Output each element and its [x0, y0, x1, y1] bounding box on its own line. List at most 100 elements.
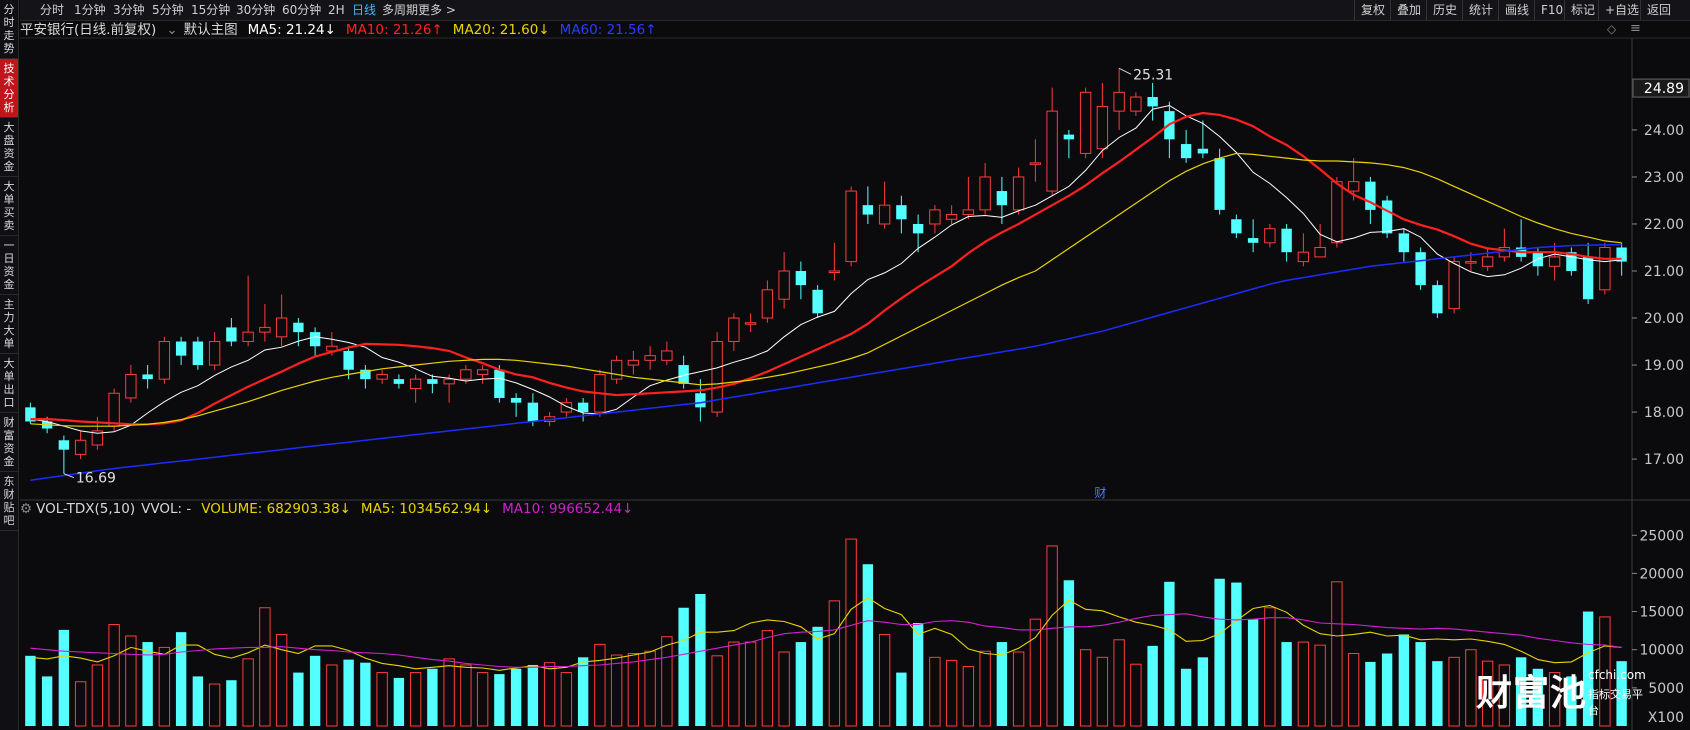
tool-5[interactable]: F10 [1534, 0, 1569, 20]
vol-bar-61 [1046, 545, 1058, 727]
candle-body-73 [1247, 238, 1259, 243]
tab-3[interactable]: 5分钟 [152, 3, 184, 17]
candle-body-56 [962, 209, 975, 216]
candle-body-69 [1180, 144, 1192, 159]
tab-1[interactable]: 1分钟 [74, 3, 106, 17]
candle-body-72 [1231, 219, 1242, 234]
vol-bar-53 [912, 623, 924, 726]
vol-bar-73 [1247, 619, 1259, 726]
tab-8[interactable]: 日线 [352, 3, 377, 17]
candle-body-71 [1214, 158, 1225, 210]
ma-line-ma20 [30, 152, 1622, 427]
candle-body-48 [828, 270, 841, 273]
vol-bar-62 [1063, 580, 1075, 726]
tab-0[interactable]: 分时 [40, 3, 65, 17]
tool-0[interactable]: 复权 [1354, 0, 1391, 20]
candle-body-53 [912, 223, 924, 234]
price-tick-label-4: 21.00 [1644, 264, 1684, 280]
vol-bar-41 [711, 655, 723, 727]
price-tick-label-2: 19.00 [1644, 358, 1684, 374]
candle-body-92 [1566, 252, 1577, 271]
vol-bar-85 [1448, 656, 1460, 727]
vol-bar-77 [1314, 644, 1326, 727]
rail-item-5[interactable]: 主力大单 [0, 295, 18, 354]
candle-body-12 [226, 327, 237, 342]
tool-2[interactable]: 历史 [1426, 0, 1463, 20]
tab-2[interactable]: 3分钟 [113, 3, 145, 17]
vol-bar-64 [1096, 656, 1109, 727]
rail-item-6[interactable]: 大单出口 [0, 354, 18, 413]
vol-bar-9 [175, 632, 187, 726]
tab-5[interactable]: 30分钟 [236, 3, 276, 17]
vol-bar-56 [962, 665, 975, 727]
candle-body-66 [1130, 96, 1142, 112]
candle-body-28 [494, 369, 505, 398]
vol-bar-65 [1113, 639, 1125, 727]
rail-item-8[interactable]: 东财贴吧 [0, 472, 18, 531]
candle-body-75 [1281, 228, 1292, 253]
legend-indicator[interactable]: 默认主图 [183, 22, 238, 38]
vol-legend-title: VOL-TDX(5,10) [36, 501, 136, 517]
vol-bar-24 [427, 668, 438, 726]
tab-6[interactable]: 60分钟 [282, 3, 322, 17]
rail-item-7[interactable]: 财富资金 [0, 413, 18, 472]
tab-7[interactable]: 2H [328, 3, 345, 17]
vol-bar-89 [1515, 657, 1527, 726]
candle-body-83 [1415, 252, 1426, 286]
candle-body-79 [1347, 181, 1360, 192]
candle-body-2 [58, 440, 70, 450]
rail-item-2[interactable]: 大盘资金 [0, 118, 18, 177]
chevron-down-icon[interactable]: ⌄ [166, 22, 178, 38]
candle-body-81 [1381, 200, 1393, 234]
volume-legend: ⚙ VOL-TDX(5,10) VVOL: - VOLUME: 682903.38↓ M… [20, 500, 643, 518]
tab-10[interactable]: 更多 > [418, 3, 456, 17]
watermark-logo: 财富池 cfchi.com 指标交易平台 [1476, 664, 1646, 717]
menu-icon[interactable]: ≡ [1630, 21, 1641, 36]
candle-body-84 [1432, 285, 1443, 314]
vol-bar-30 [527, 664, 539, 726]
current-price-label: 24.89 [1644, 81, 1684, 97]
tool-4[interactable]: 画线 [1498, 0, 1535, 20]
vol-bar-44 [761, 630, 774, 727]
vol-bar-68 [1164, 581, 1175, 726]
candle-body-42 [728, 317, 740, 343]
candle-body-32 [560, 402, 573, 413]
vol-bar-18 [326, 664, 338, 727]
tool-6[interactable]: 标记 [1564, 0, 1601, 20]
tab-4[interactable]: 15分钟 [191, 3, 231, 17]
vol-bar-79 [1347, 653, 1360, 727]
rail-item-4[interactable]: 一日资金 [0, 236, 18, 295]
rail-item-1[interactable]: 技术分析 [0, 59, 18, 118]
candle-body-19 [343, 350, 354, 370]
legend-ma20: MA20: 21.60↓ [452, 22, 550, 38]
legend-ma5: MA5: 21.24↓ [247, 22, 336, 38]
left-rail: 分时走势 技术分析 大盘资金 大单买卖 一日资金 主力大单 大单出口 财富资金 东财贴吧 [0, 0, 19, 730]
candle-body-14 [259, 326, 271, 333]
tool-8[interactable]: 返回 [1640, 0, 1677, 20]
low-label: 16.69 [76, 471, 116, 487]
tab-9[interactable]: 多周期 [382, 3, 419, 17]
vol-bar-54 [929, 656, 941, 727]
tool-7[interactable]: +自选 [1598, 0, 1645, 20]
candle-body-64 [1096, 105, 1109, 150]
vol-bar-8 [158, 646, 171, 727]
vol-bar-42 [728, 641, 740, 727]
gear-icon[interactable]: ⚙ [20, 501, 33, 517]
main-legend: 平安银行(日线.前复权) ⌄ 默认主图 MA5: 21.24↓ MA10: 21.26↑… [20, 21, 667, 39]
vol-bar-88 [1498, 664, 1511, 727]
legend-title: 平安银行(日线.前复权) [20, 22, 157, 38]
candle-body-59 [1012, 176, 1025, 211]
candle-body-43 [744, 322, 757, 325]
gear-icon[interactable]: ◇ [1607, 22, 1617, 36]
rail-item-3[interactable]: 大单买卖 [0, 177, 18, 236]
vol-bar-48 [828, 600, 841, 727]
vol-bar-69 [1180, 668, 1192, 726]
tool-3[interactable]: 统计 [1462, 0, 1499, 20]
tool-1[interactable]: 叠加 [1390, 0, 1427, 20]
price-tick-label-0: 17.00 [1644, 452, 1684, 468]
candle-body-91 [1548, 256, 1561, 267]
price-tick-label-3: 20.00 [1644, 311, 1684, 327]
rail-item-0[interactable]: 分时走势 [0, 0, 18, 59]
candle-body-54 [929, 209, 941, 225]
